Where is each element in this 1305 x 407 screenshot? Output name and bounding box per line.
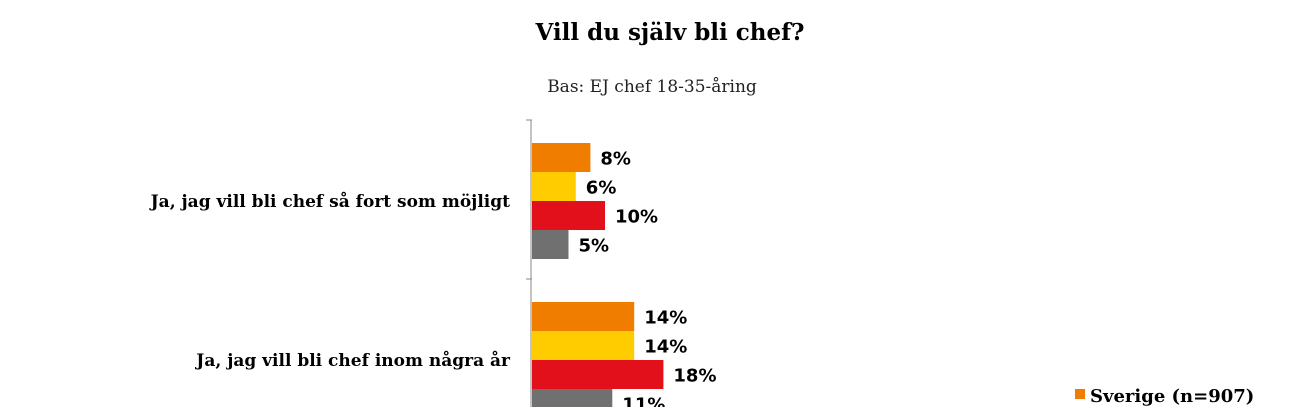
category-label: Ja, jag vill bli chef inom några år: [194, 350, 511, 371]
bar: [532, 143, 591, 172]
bar: [532, 360, 664, 389]
chart-title: Vill du själv bli chef?: [534, 19, 804, 46]
data-label: 14%: [644, 337, 687, 358]
bar: [532, 230, 569, 259]
data-label: 6%: [586, 178, 617, 199]
bars-group: 8% 6% 10%5% 14% 14% 18% 11%: [532, 143, 716, 407]
bar: [532, 331, 635, 360]
legend-swatch: [1075, 389, 1085, 399]
category-label: Ja, jag vill bli chef så fort som möjlig…: [149, 191, 510, 212]
data-label: 11%: [622, 395, 665, 407]
bar: [532, 172, 576, 201]
data-label: 10%: [615, 207, 658, 228]
bar: [532, 389, 613, 407]
data-label: 5%: [579, 236, 610, 257]
legend-label: Sverige (n=907): [1090, 386, 1254, 407]
bar: [532, 302, 635, 331]
bar: [532, 201, 605, 230]
data-label: 8%: [600, 149, 631, 170]
y-axis-ticks: [526, 119, 532, 280]
category-labels: Ja, jag vill bli chef så fort som möjlig…: [149, 191, 511, 371]
chart-subtitle: Bas: EJ chef 18-35-åring: [547, 77, 757, 97]
data-label: 14%: [644, 308, 687, 329]
data-label: 18%: [673, 366, 716, 387]
legend: Sverige (n=907): [1075, 386, 1254, 407]
